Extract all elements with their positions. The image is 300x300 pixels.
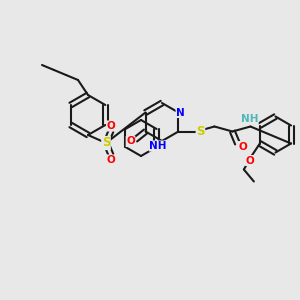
Text: O: O bbox=[238, 142, 247, 152]
Text: O: O bbox=[106, 155, 116, 165]
Text: O: O bbox=[106, 121, 116, 131]
Text: S: S bbox=[196, 125, 205, 138]
Text: NH: NH bbox=[241, 115, 258, 124]
Text: S: S bbox=[102, 136, 110, 149]
Text: NH: NH bbox=[149, 141, 167, 151]
Text: O: O bbox=[245, 155, 254, 166]
Text: N: N bbox=[176, 107, 185, 118]
Text: O: O bbox=[126, 136, 135, 146]
